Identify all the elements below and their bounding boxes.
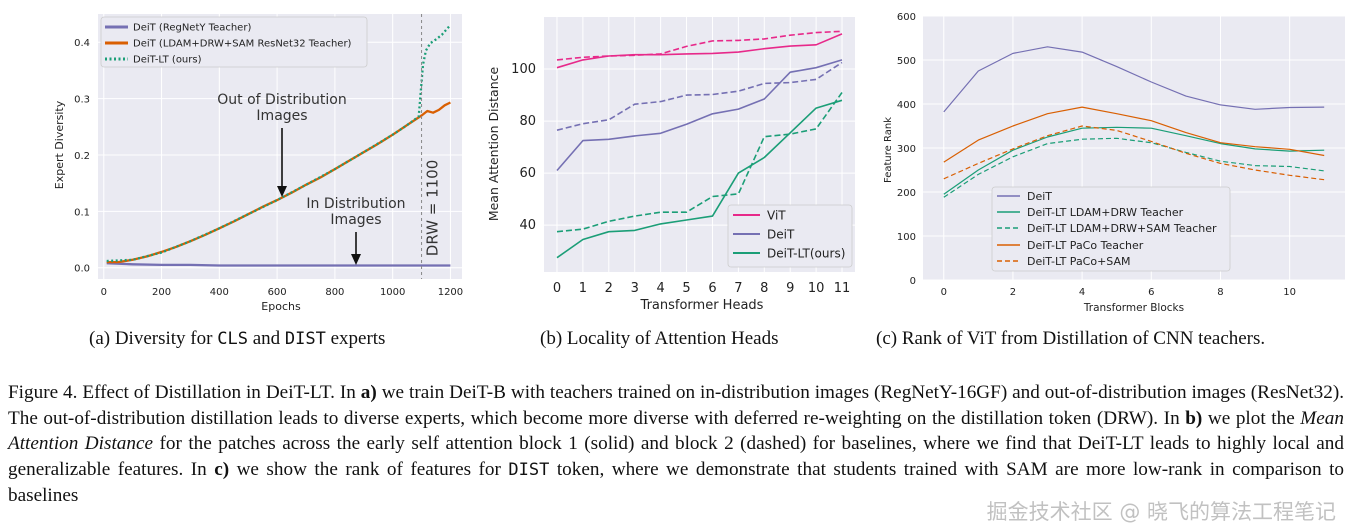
chart-a-ytick-label: 0.0 xyxy=(74,264,90,275)
chart-b-xlabel: Transformer Heads xyxy=(640,298,764,313)
chart-a-xtick-label: 800 xyxy=(325,287,344,298)
chart-a-annotation-ind-1: In Distribution xyxy=(306,196,405,212)
chart-a-legend: DeiT (RegNetY Teacher) DeiT (LDAM+DRW+SA… xyxy=(100,16,368,68)
chart-c: Feature Rank 0 2 4 6 8 100100200300400500600 … xyxy=(883,12,1345,314)
chart-c-ytick-label: 0 xyxy=(910,276,916,287)
chart-a: Expert Diversity 0 200 400 600 800 1000 1200 0.… xyxy=(53,14,463,313)
chart-b-series-1 xyxy=(556,30,843,61)
subcaption-c: (c) Rank of ViT from Distillation of CNN… xyxy=(876,328,1266,349)
chart-c-series-3 xyxy=(943,106,1325,163)
chart-c-ytick-label: 200 xyxy=(897,188,916,199)
chart-b-xtick-label: 9 xyxy=(786,281,794,296)
chart-a-xtick-label: 1200 xyxy=(438,287,463,298)
chart-b-legend-label-2: DeiT-LT(ours) xyxy=(767,247,845,261)
chart-b-ytick-label: 40 xyxy=(519,218,536,233)
chart-a-ytick-label: 0.4 xyxy=(74,38,90,49)
chart-a-xtick-label: 0 xyxy=(101,287,107,298)
chart-c-series-2 xyxy=(943,137,1325,198)
chart-a-annotation-ood-1: Out of Distribution xyxy=(217,92,346,108)
chart-a-series-0 xyxy=(106,262,451,267)
chart-b-legend-label-1: DeiT xyxy=(767,228,795,242)
chart-c-legend: DeiT DeiT-LT LDAM+DRW Teacher DeiT-LT LD… xyxy=(991,186,1231,272)
chart-c-xtick-label: 8 xyxy=(1217,287,1223,298)
chart-a-ytick-label: 0.2 xyxy=(74,151,90,162)
chart-b-ytick-label: 100 xyxy=(511,62,536,77)
chart-a-xtick-label: 400 xyxy=(210,287,229,298)
chart-b-xtick-label: 6 xyxy=(708,281,716,296)
chart-c-xtick-label: 0 xyxy=(941,287,947,298)
chart-b-series-3 xyxy=(556,61,843,131)
subcaption-a: (a) Diversity for CLS and DIST experts xyxy=(89,328,386,349)
chart-a-ylabel: Expert Diversity xyxy=(53,100,66,189)
chart-c-series-4 xyxy=(943,125,1325,181)
chart-c-ytick-label: 400 xyxy=(897,100,916,111)
chart-c-ytick-label: 300 xyxy=(897,144,916,155)
chart-a-xtick-label: 1000 xyxy=(380,287,405,298)
chart-b-xtick-label: 1 xyxy=(579,281,587,296)
chart-a-xlabel: Epochs xyxy=(261,300,301,313)
chart-a-ytick-label: 0.3 xyxy=(74,95,90,106)
chart-b-xtick-label: 11 xyxy=(834,281,851,296)
watermark: 掘金技术社区 @ 晓飞的算法工程笔记 xyxy=(986,500,1336,524)
chart-b-series-2 xyxy=(556,59,843,172)
chart-c-xtick-label: 4 xyxy=(1079,287,1085,298)
chart-b-xtick-label: 10 xyxy=(808,281,825,296)
chart-b-xtick-label: 3 xyxy=(631,281,639,296)
chart-b: Mean Attention Distance 0 1 2 3 4 5 6 7 8 9 10 11 40… xyxy=(486,17,855,313)
chart-a-xtick-label: 600 xyxy=(268,287,287,298)
chart-c-legend-label-3: DeiT-LT PaCo Teacher xyxy=(1027,239,1144,252)
chart-c-legend-label-1: DeiT-LT LDAM+DRW Teacher xyxy=(1027,206,1184,219)
chart-b-legend: ViT DeiT DeiT-LT(ours) xyxy=(727,204,853,268)
chart-b-legend-label-0: ViT xyxy=(767,209,786,223)
chart-c-ytick-label: 600 xyxy=(897,12,916,23)
chart-b-ytick-label: 60 xyxy=(519,166,536,181)
chart-c-legend-label-2: DeiT-LT LDAM+DRW+SAM Teacher xyxy=(1027,222,1217,235)
chart-b-ytick-label: 80 xyxy=(519,114,536,129)
chart-a-legend-label-2: DeiT-LT (ours) xyxy=(133,55,202,66)
chart-c-xtick-label: 2 xyxy=(1010,287,1016,298)
chart-b-xtick-label: 2 xyxy=(605,281,613,296)
chart-c-legend-label-4: DeiT-LT PaCo+SAM xyxy=(1027,255,1131,268)
chart-b-xtick-label: 7 xyxy=(734,281,742,296)
chart-b-series-4 xyxy=(556,99,843,259)
chart-c-ytick-label: 500 xyxy=(897,56,916,67)
chart-a-legend-label-1: DeiT (LDAM+DRW+SAM ResNet32 Teacher) xyxy=(133,39,352,50)
figure-caption: Figure 4. Effect of Distillation in DeiT… xyxy=(8,382,1345,506)
chart-a-ytick-label: 0.1 xyxy=(74,207,90,218)
chart-c-ylabel: Feature Rank xyxy=(883,117,894,183)
chart-c-xtick-label: 6 xyxy=(1148,287,1154,298)
chart-c-xlabel: Transformer Blocks xyxy=(1083,302,1184,314)
chart-a-legend-label-0: DeiT (RegNetY Teacher) xyxy=(133,23,251,34)
chart-a-series-2 xyxy=(106,24,452,263)
chart-a-arrow-ind-head xyxy=(351,254,361,265)
subcaption-b: (b) Locality of Attention Heads xyxy=(540,328,779,349)
chart-b-ylabel: Mean Attention Distance xyxy=(486,67,501,222)
chart-a-arrow-ood-head xyxy=(277,186,287,197)
chart-c-legend-label-0: DeiT xyxy=(1027,190,1052,203)
chart-b-xtick-label: 5 xyxy=(682,281,690,296)
chart-a-xtick-label: 200 xyxy=(152,287,171,298)
chart-c-series-1 xyxy=(943,126,1325,195)
chart-c-xtick-label: 10 xyxy=(1283,287,1296,298)
chart-b-series-5 xyxy=(556,92,843,233)
chart-a-drw-label: DRW = 1100 xyxy=(424,160,442,256)
chart-c-series-0 xyxy=(943,46,1325,113)
chart-b-xtick-label: 8 xyxy=(760,281,768,296)
chart-b-xtick-label: 0 xyxy=(553,281,561,296)
chart-a-annotation-ood-2: Images xyxy=(256,108,307,124)
chart-b-xtick-label: 4 xyxy=(656,281,664,296)
chart-a-annotation-ind-2: Images xyxy=(330,212,381,228)
chart-c-ytick-label: 100 xyxy=(897,232,916,243)
